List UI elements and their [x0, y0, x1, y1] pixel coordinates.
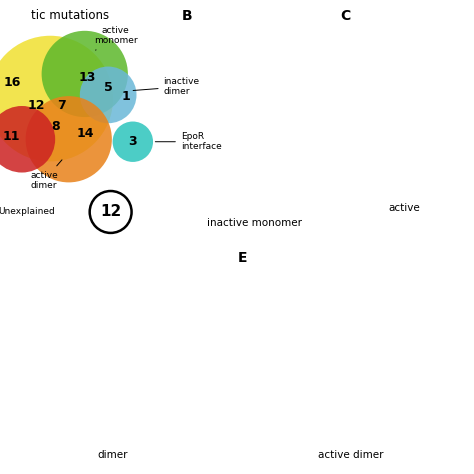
Circle shape — [42, 31, 128, 117]
Text: B: B — [182, 9, 192, 24]
Text: dimer: dimer — [97, 450, 128, 460]
Circle shape — [80, 66, 137, 123]
Text: 8: 8 — [51, 120, 59, 134]
Text: 3: 3 — [128, 135, 137, 148]
Text: active
dimer: active dimer — [30, 160, 62, 190]
Text: inactive monomer: inactive monomer — [207, 218, 302, 228]
Text: active: active — [388, 203, 420, 213]
Circle shape — [90, 191, 132, 233]
Circle shape — [0, 36, 113, 162]
Text: 12: 12 — [100, 204, 121, 219]
Text: EpoR
interface: EpoR interface — [155, 132, 222, 151]
Circle shape — [26, 96, 112, 182]
Text: active dimer: active dimer — [318, 450, 383, 460]
Circle shape — [0, 106, 55, 173]
Text: C: C — [340, 9, 350, 24]
Text: 16: 16 — [3, 76, 21, 89]
Text: 1: 1 — [122, 90, 130, 103]
Text: 13: 13 — [79, 71, 96, 84]
Text: 12: 12 — [28, 100, 46, 112]
Text: Unexplained: Unexplained — [0, 208, 55, 217]
Text: inactive
dimer: inactive dimer — [133, 77, 200, 97]
Text: E: E — [237, 251, 247, 265]
Text: 7: 7 — [57, 100, 66, 112]
Text: 5: 5 — [104, 81, 112, 94]
Text: 11: 11 — [3, 130, 20, 143]
Text: tic mutations: tic mutations — [31, 9, 109, 22]
Circle shape — [113, 121, 153, 162]
Text: active
monomer: active monomer — [94, 26, 137, 50]
Text: 14: 14 — [76, 127, 94, 140]
